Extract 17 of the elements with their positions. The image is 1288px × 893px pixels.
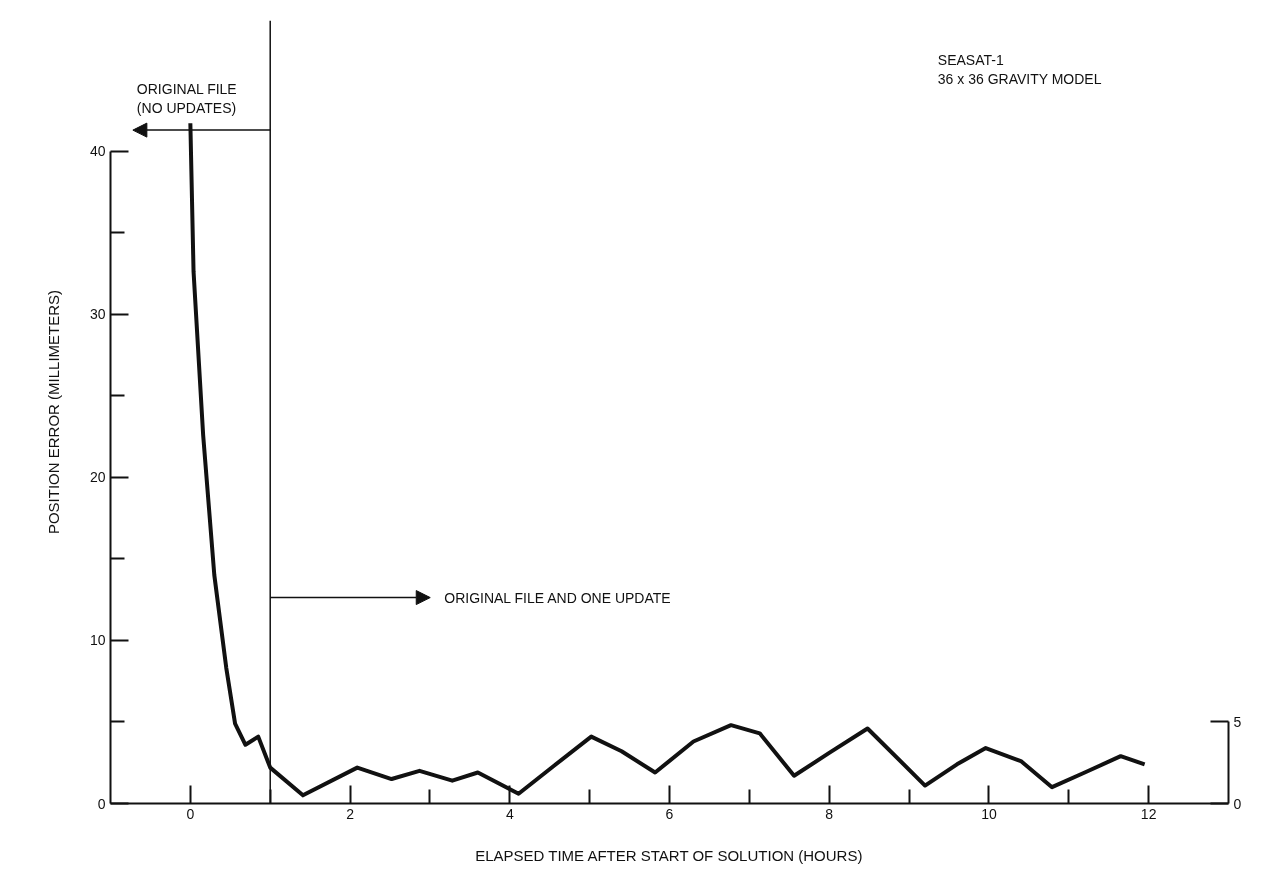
x-tick-label: 10 — [981, 805, 997, 822]
y-tick-label: 20 — [89, 469, 106, 486]
y-tick-label: 10 — [89, 632, 106, 649]
annotation: ORIGINAL FILE (NO UPDATES) — [136, 80, 237, 117]
annotation: ORIGINAL FILE AND ONE UPDATE — [444, 589, 671, 606]
x-tick-label: 12 — [1140, 805, 1157, 822]
annotation: SEASAT-1 36 x 36 GRAVITY MODEL — [937, 51, 1102, 88]
x-tick-label: 8 — [825, 805, 834, 822]
y2-tick-label: 5 — [1233, 713, 1242, 730]
x-tick-label: 0 — [186, 805, 195, 822]
x-tick-label: 4 — [505, 805, 514, 822]
x-axis-title: ELAPSED TIME AFTER START OF SOLUTION (HOURS) — [475, 846, 863, 864]
y-axis-title: POSITION ERROR (MILLIMETERS) — [44, 289, 62, 535]
x-tick-label: 2 — [346, 805, 355, 822]
x-tick-label: 6 — [665, 805, 674, 822]
y-tick-label: 30 — [89, 306, 106, 323]
y-tick-label: 40 — [89, 143, 106, 159]
